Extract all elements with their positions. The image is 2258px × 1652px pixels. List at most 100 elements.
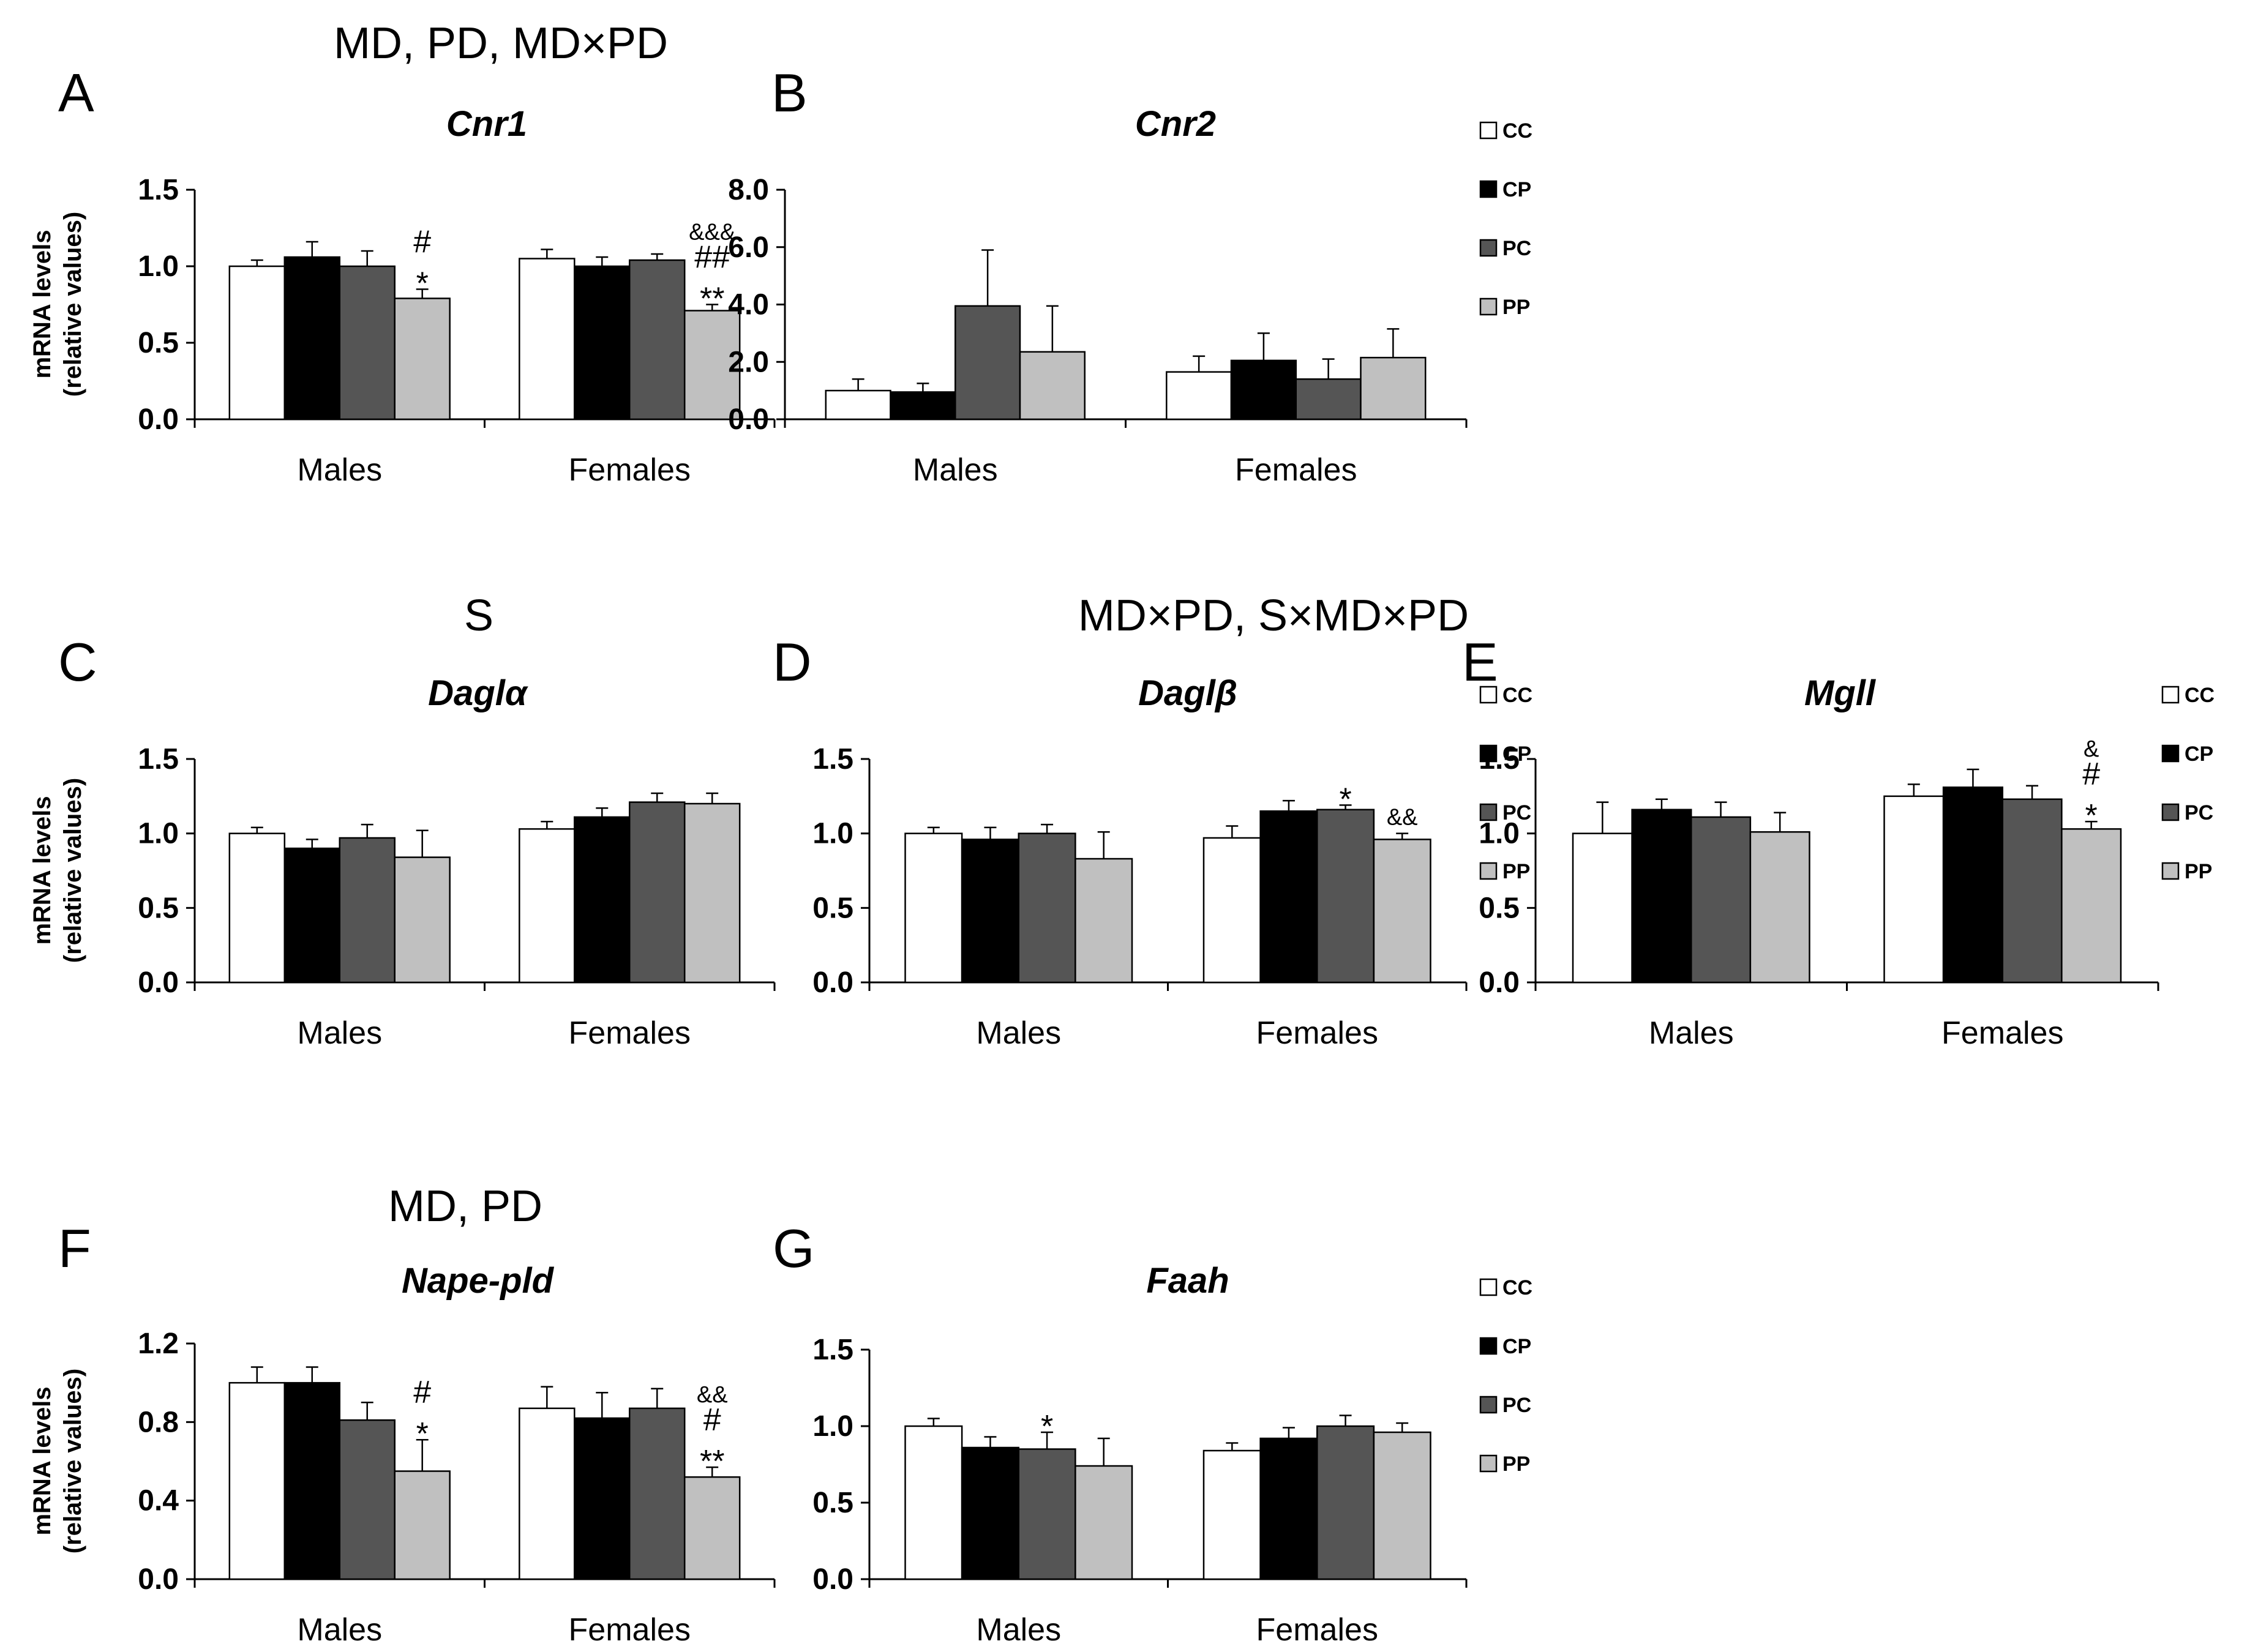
significance-mark: # (2082, 757, 2100, 792)
panel-letter: E (1462, 632, 1498, 692)
panel-letter: G (773, 1218, 814, 1279)
y-axis-label-line2: (relative values) (59, 778, 86, 963)
legend: CC CP PC PP (1479, 1276, 1532, 1476)
y-tick-label: 0.5 (1479, 892, 1520, 924)
x-category-label: Males (1649, 1015, 1734, 1051)
effects-label: MD, PD, MD×PD (334, 19, 668, 68)
legend-label: CP (1502, 1335, 1531, 1358)
y-tick-label: 0.0 (138, 403, 179, 436)
effects-label: MD×PD, S×MD×PD (1078, 591, 1469, 640)
significance-mark: # (703, 1402, 721, 1438)
significance-mark: # (413, 1375, 431, 1410)
legend-swatch-CP (1479, 180, 1498, 198)
significance-mark: && (697, 1382, 728, 1408)
legend-label: CC (2185, 684, 2215, 707)
bar-CC (1202, 837, 1261, 984)
legend-label: CC (1502, 119, 1532, 143)
bar-PC (339, 1419, 396, 1580)
y-tick-label: 1.0 (1479, 818, 1520, 850)
legend-swatch-PC (1479, 239, 1498, 257)
bar-CP (1259, 1437, 1318, 1580)
y-tick-label: 1.5 (812, 743, 853, 776)
y-tick-label: 0.5 (138, 327, 179, 359)
y-tick-label: 0.0 (812, 966, 853, 999)
effects-label: MD, PD (388, 1182, 542, 1231)
bar-CC (519, 1407, 576, 1580)
bar-CP (1942, 786, 2004, 984)
bar-PP (1075, 1465, 1133, 1580)
chart-panel-D: D MD×PD, S×MD×PD Daglβ 0.0 0.5 1.0 1.5 Males Fem… (773, 591, 1469, 1051)
y-tick-label: 0.0 (1479, 966, 1520, 999)
y-tick-label: 1.5 (138, 743, 179, 776)
chart-title: Cnr1 (446, 104, 527, 144)
y-axis-label-line1: mRNA levels (29, 796, 56, 944)
legend-swatch-CC (2161, 686, 2180, 704)
legend-swatch-CP (1479, 1337, 1498, 1355)
panel-letter: A (58, 62, 94, 123)
y-tick-label: 1.2 (138, 1328, 179, 1360)
chart-title: Cnr2 (1135, 104, 1216, 144)
y-tick-label: 0.0 (812, 1563, 853, 1596)
legend-label: CP (2185, 742, 2213, 766)
legend: CC CP PC PP (1479, 119, 1532, 319)
y-axis-label: mRNA levels (relative values) (29, 778, 86, 963)
x-category-label: Males (976, 1015, 1061, 1051)
bar-PP (394, 297, 451, 420)
y-tick-label: 1.0 (138, 818, 179, 850)
legend-swatch-PP (1479, 297, 1498, 316)
bar-CC (825, 389, 891, 420)
x-category-label: Males (913, 452, 998, 488)
bar-PC (629, 259, 686, 420)
legend-label: CP (1502, 178, 1531, 201)
bar-PC (339, 265, 396, 420)
bar-PP (1749, 831, 1810, 984)
y-tick-label: 0.5 (812, 1487, 853, 1519)
bar-CP (574, 816, 631, 984)
y-axis-label-line2: (relative values) (59, 1369, 86, 1553)
y-tick-label: 1.5 (812, 1334, 853, 1366)
bar-PP (394, 856, 451, 984)
legend-label: PC (1502, 801, 1531, 824)
bar-CP (283, 256, 340, 420)
bar-PP (683, 802, 741, 984)
legend-swatch-CP (1479, 744, 1498, 763)
y-tick-label: 1.0 (812, 818, 853, 850)
bar-PC (629, 801, 686, 984)
x-category-label: Females (1256, 1015, 1378, 1051)
y-tick-label: 0.0 (728, 403, 769, 436)
bar-CC (1883, 795, 1945, 984)
x-category-label: Males (297, 1015, 382, 1051)
panel-letter: B (771, 62, 808, 123)
bar-CP (961, 839, 1019, 984)
legend-swatch-PP (1479, 1454, 1498, 1473)
chart-title: Nape-pld (402, 1261, 555, 1301)
y-tick-label: 0.5 (812, 892, 853, 924)
y-tick-label: 0.5 (138, 892, 179, 924)
y-tick-label: 6.0 (728, 231, 769, 264)
bar-CP (283, 1381, 340, 1580)
chart-title: Mgll (1804, 673, 1877, 713)
bar-PP (2061, 828, 2122, 984)
bar-PP (1360, 356, 1427, 420)
y-tick-label: 0.8 (138, 1406, 179, 1438)
significance-mark: && (1387, 805, 1418, 831)
bar-PP (1373, 839, 1431, 984)
y-tick-label: 0.4 (138, 1485, 179, 1517)
significance-mark: ## (694, 240, 730, 275)
bar-PC (1295, 378, 1362, 420)
bar-PC (339, 837, 396, 984)
bar-PP (683, 1476, 741, 1580)
significance-mark: * (1339, 782, 1351, 817)
y-tick-label: 4.0 (728, 289, 769, 321)
bar-PC (1316, 1425, 1375, 1580)
y-tick-label: 1.0 (812, 1410, 853, 1443)
bar-PP (1373, 1431, 1431, 1580)
panel-letter: F (58, 1218, 91, 1279)
y-axis-label-line1: mRNA levels (29, 1386, 56, 1535)
legend-label: PP (2185, 860, 2212, 883)
x-category-label: Females (1235, 452, 1357, 488)
bar-CC (228, 832, 286, 984)
y-tick-label: 2.0 (728, 346, 769, 378)
bar-PC (1690, 816, 1752, 984)
